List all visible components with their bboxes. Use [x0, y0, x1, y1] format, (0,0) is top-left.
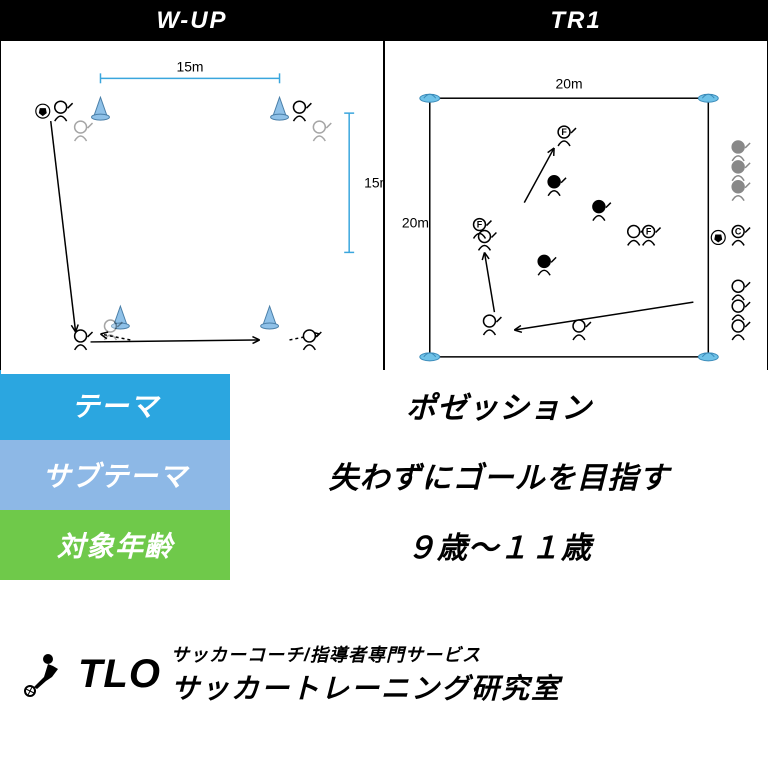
panel-wup-title: W-UP: [1, 1, 383, 41]
info-label: テーマ: [0, 370, 230, 440]
info-label: サブテーマ: [0, 440, 230, 510]
panel-tr1-body: 20m 20m F F F C: [385, 41, 767, 374]
footer-logo: TLO: [20, 649, 161, 699]
svg-text:20m: 20m: [556, 75, 583, 91]
info-value: ポゼッション: [230, 370, 768, 440]
svg-text:F: F: [561, 127, 567, 137]
info-row-0: テーマポゼッション: [0, 370, 768, 440]
panel-wup-body: 15m 15m: [1, 41, 383, 374]
tlo-text: TLO: [78, 652, 161, 697]
footer-lab-line: サッカートレーニング研究室: [171, 667, 561, 707]
svg-text:F: F: [477, 220, 483, 230]
footer-service-line: サッカーコーチ/指導者専門サービス: [171, 641, 561, 667]
info-label: 対象年齢: [0, 510, 230, 580]
panel-wup: W-UP 15m 15m: [0, 0, 384, 370]
diagrams-row: W-UP 15m 15m TR1 20m 20m F F F C: [0, 0, 768, 370]
svg-text:F: F: [646, 226, 652, 236]
soccer-player-icon: [20, 649, 70, 699]
info-value: ９歳～１１歳: [230, 510, 768, 580]
info-rows: テーマポゼッションサブテーマ失わずにゴールを目指す対象年齢９歳～１１歳: [0, 370, 768, 580]
svg-text:15m: 15m: [176, 58, 203, 74]
footer: TLO サッカーコーチ/指導者専門サービス サッカートレーニング研究室: [0, 580, 768, 768]
info-row-2: 対象年齢９歳～１１歳: [0, 510, 768, 580]
svg-text:20m: 20m: [402, 215, 429, 231]
info-row-1: サブテーマ失わずにゴールを目指す: [0, 440, 768, 510]
panel-tr1-title: TR1: [385, 1, 767, 41]
panel-tr1: TR1 20m 20m F F F C: [384, 0, 768, 370]
svg-text:15m: 15m: [364, 175, 383, 191]
svg-text:C: C: [735, 226, 742, 236]
info-value: 失わずにゴールを目指す: [230, 440, 768, 510]
